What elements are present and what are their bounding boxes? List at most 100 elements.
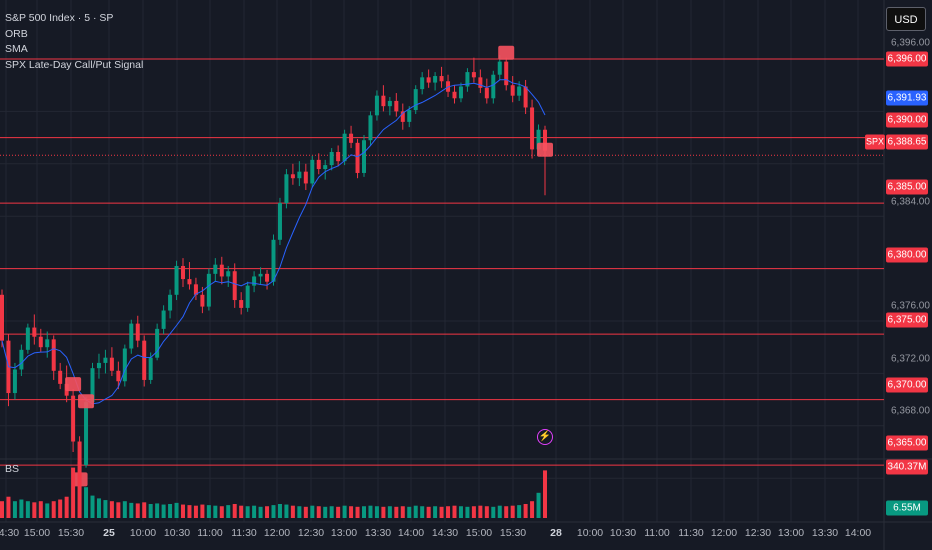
volume-bar xyxy=(161,504,166,518)
candle-body xyxy=(530,107,535,150)
volume-bar xyxy=(523,504,528,518)
candle-body xyxy=(394,100,399,112)
candle-body xyxy=(142,340,147,380)
volume-bar xyxy=(478,505,483,518)
candle-body xyxy=(200,294,205,307)
volume-bar xyxy=(510,505,515,518)
candle-body xyxy=(284,174,289,204)
volume-bar xyxy=(122,501,127,518)
volume-bar xyxy=(290,505,295,518)
candle-body xyxy=(245,285,250,308)
volume-bar xyxy=(129,502,134,518)
volume-bar xyxy=(471,506,476,518)
candle-body xyxy=(226,271,231,277)
candle-body xyxy=(426,77,431,83)
candle-body xyxy=(0,294,5,341)
volume-bar xyxy=(517,505,522,518)
sma-value-badge: 6,391.93 xyxy=(886,90,928,106)
volume-bar xyxy=(200,504,205,518)
candle-body xyxy=(439,76,444,82)
time-tick: 13:30 xyxy=(811,527,839,539)
volume-bar xyxy=(77,462,82,518)
candle-body xyxy=(329,152,334,166)
candle-body xyxy=(103,357,108,363)
volume-bar xyxy=(58,499,63,518)
volume-bar xyxy=(168,504,173,518)
candle-body xyxy=(484,87,489,99)
time-tick-day: 28 xyxy=(550,527,562,539)
candle-body xyxy=(310,159,315,184)
time-tick: 14:00 xyxy=(397,527,425,539)
candle-body xyxy=(387,100,392,107)
volume-bar xyxy=(135,503,140,518)
candle-body xyxy=(45,339,50,348)
volume-bar xyxy=(25,501,30,518)
candle-body xyxy=(168,294,173,311)
candle-body xyxy=(504,61,509,86)
volume-bar xyxy=(193,505,198,518)
candle-body xyxy=(206,273,211,307)
indicator-sma[interactable]: SMA xyxy=(5,43,28,55)
candle-body xyxy=(413,89,418,111)
time-tick: 11:00 xyxy=(197,527,223,539)
volume-bar xyxy=(465,506,470,518)
volume-bar xyxy=(32,502,37,518)
time-tick: 15:30 xyxy=(57,527,85,539)
volume-bar xyxy=(297,506,302,518)
candle-body xyxy=(323,165,328,170)
volume-bar xyxy=(420,506,425,518)
time-tick: 15:00 xyxy=(23,527,51,539)
volume-bar xyxy=(407,506,412,518)
candle-body xyxy=(12,369,17,394)
volume-bar xyxy=(64,496,69,518)
candle-body xyxy=(290,174,295,179)
candle-body xyxy=(303,171,308,184)
currency-button[interactable]: USD xyxy=(886,7,926,31)
candle-body xyxy=(58,370,63,384)
volume-bar xyxy=(342,505,347,518)
indicator-late-day-signal[interactable]: SPX Late-Day Call/Put Signal xyxy=(5,58,144,71)
volume-bar xyxy=(387,506,392,518)
volume-bar xyxy=(0,501,5,518)
candle-body xyxy=(51,339,56,371)
time-tick: 10:30 xyxy=(609,527,637,539)
candle-body xyxy=(174,265,179,295)
candle-body xyxy=(19,349,24,370)
volume-bar xyxy=(355,506,360,518)
volume-bar xyxy=(239,505,244,518)
candle-body xyxy=(478,77,483,88)
candle-body xyxy=(536,129,541,150)
level-badge-6396: 6,396.00 xyxy=(886,51,928,67)
volume-bar xyxy=(349,506,354,518)
volume-bar xyxy=(536,492,541,518)
volume-bar xyxy=(530,501,535,518)
symbol-title[interactable]: S&P 500 Index · 5 · SP xyxy=(5,12,114,24)
candle-body xyxy=(361,140,367,173)
volume-bar xyxy=(116,502,121,518)
indicator-orb[interactable]: ORB xyxy=(5,27,28,40)
volume-bar xyxy=(497,505,502,518)
time-tick: 13:00 xyxy=(777,527,805,539)
lightning-icon[interactable]: ⚡ xyxy=(537,429,553,445)
time-tick: 11:00 xyxy=(644,527,670,539)
chart-legend: S&P 500 Index · 5 · SP ORB SMA SPX Late-… xyxy=(5,11,143,73)
volume-indicator-label[interactable]: BS xyxy=(5,463,20,475)
volume-bar xyxy=(45,503,50,518)
price-tick: 6,368.00 xyxy=(891,405,930,417)
candle-body xyxy=(135,323,140,341)
volume-bar xyxy=(381,506,386,518)
volume-bar xyxy=(271,505,276,518)
candle-body xyxy=(420,77,425,90)
candle-body xyxy=(342,133,347,162)
volume-bar xyxy=(374,506,379,518)
candle-body xyxy=(433,76,438,83)
time-tick: 10:00 xyxy=(129,527,157,539)
candle-body xyxy=(349,133,354,143)
volume-bar xyxy=(439,506,444,518)
volume-bar xyxy=(206,505,211,518)
volume-bar xyxy=(258,506,263,518)
candle-body xyxy=(213,264,218,274)
volume-bar xyxy=(213,505,218,518)
time-tick: 10:00 xyxy=(576,527,604,539)
